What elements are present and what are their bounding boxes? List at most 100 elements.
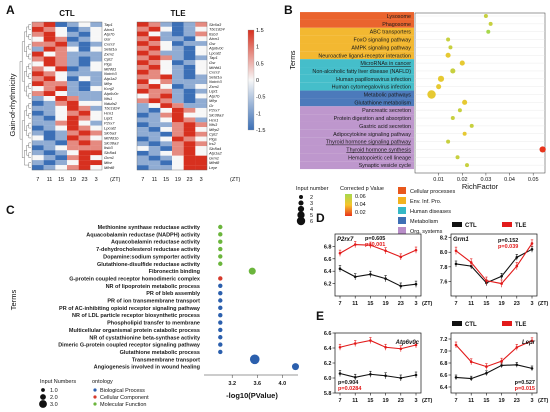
heatmap-cell <box>195 74 208 80</box>
kegg-category-legend: Cellular processes Env. Inf. Pro. Human di… <box>398 187 455 235</box>
line-point-ctl <box>338 267 342 271</box>
heatmap-gene-label: Slc8a4 <box>104 150 117 155</box>
heatmap-cell <box>43 26 56 32</box>
heatmap-cell <box>43 155 56 161</box>
line-chart-zt-unit: (ZT) <box>422 398 433 404</box>
go-point <box>218 224 223 230</box>
heatmap-cell <box>32 165 44 171</box>
heatmap-cell <box>148 31 161 37</box>
panel-letter-a: A <box>6 3 15 17</box>
heatmap-cell <box>183 131 196 137</box>
panel-letter-b: B <box>284 3 293 17</box>
line-point-ctl <box>399 376 403 380</box>
heatmap-cell <box>137 69 149 75</box>
kegg-point <box>450 116 455 121</box>
heatmap-cell <box>32 76 44 82</box>
heatmap-gene-label: Itsb3 <box>104 145 113 150</box>
line-chart-y-tick-label: 6.4 <box>324 269 333 275</box>
line-point-tle <box>399 255 403 259</box>
heatmap-gene-label: Tbc1d24 <box>104 106 120 111</box>
heatmap-cell <box>32 130 44 136</box>
heatmap-cell <box>137 64 149 70</box>
panel-b-kegg-enrichment: Terms Lysosome Phagosome ABC transporters F… <box>290 12 546 235</box>
line-point-ctl <box>454 376 458 379</box>
dendrogram-branch <box>28 162 31 168</box>
heatmap-time-label: 15 <box>163 177 169 183</box>
kegg-term-label: Lysosome <box>387 14 411 20</box>
heatmap-cell <box>172 146 184 152</box>
heatmap-cell <box>67 130 79 136</box>
kegg-term-label: Thyroid hormone synthesis <box>346 147 411 153</box>
line-chart-p-ctl: p=0.527 <box>515 380 535 386</box>
heatmap-cell <box>160 26 173 32</box>
heatmap-cell <box>148 112 161 118</box>
heatmap-gene-label: P2rx7 <box>209 108 220 113</box>
heatmap-cell <box>43 61 56 67</box>
heatmap-cell <box>78 66 91 72</box>
line-point-tle <box>399 347 403 351</box>
heatmap-cell <box>148 131 161 137</box>
kegg-size-legend-label: 3 <box>310 201 313 207</box>
heatmap-cell <box>32 110 44 116</box>
heatmap-gene-label: Kcnj2 <box>104 86 115 91</box>
kegg-category-label: Human diseases <box>410 209 451 215</box>
heatmap-cell <box>137 50 149 56</box>
heatmap-cell <box>32 96 44 102</box>
heatmap-cell <box>160 122 173 128</box>
kegg-point <box>462 131 467 136</box>
heatmap-cell <box>55 36 68 42</box>
heatmap-cell <box>90 155 103 161</box>
heatmap-gene-label: Slc6a3 <box>104 130 117 135</box>
heatmap-cell <box>55 150 68 156</box>
heatmap-gene-label: Irs2 <box>209 141 216 146</box>
heatmap-cell <box>195 36 208 42</box>
kegg-term-label: Human cytomegalovirus infection <box>332 85 411 91</box>
heatmap-cell <box>78 130 91 136</box>
heatmap-cell <box>67 96 79 102</box>
go-ontology-legend-title: ontology <box>92 379 113 385</box>
heatmap-cell <box>172 103 184 109</box>
heatmap-cell <box>55 56 68 62</box>
heatmap-cell <box>183 93 196 99</box>
go-points <box>218 224 299 371</box>
heatmap-cell <box>183 36 196 42</box>
heatmap-cell <box>172 64 184 70</box>
line-chart-zt-unit: (ZT) <box>422 301 433 307</box>
line-chart-y-tick-label: 7.0 <box>440 349 448 355</box>
heatmap-gene-label: Notch3 <box>209 79 222 84</box>
line-chart-y-tick-label: 6.6 <box>440 373 448 379</box>
line-point-ctl <box>469 377 473 380</box>
line-point-ctl <box>515 256 519 259</box>
heatmap-cell <box>55 91 68 97</box>
heatmap-cell <box>78 165 91 171</box>
heatmap-cell <box>67 165 79 171</box>
line-series-ctl <box>339 372 417 379</box>
line-chart-p-tle: p=0.001 <box>365 242 385 248</box>
heatmap-cell <box>160 98 173 104</box>
heatmap-cell <box>67 66 79 72</box>
heatmap-cell <box>195 22 208 27</box>
heatmap-cell <box>90 130 103 136</box>
heatmap-cell <box>137 107 149 113</box>
heatmap-cell <box>90 150 103 156</box>
kegg-point <box>465 163 469 168</box>
kegg-x-label: RichFactor <box>462 182 499 191</box>
heatmap-cell <box>172 93 184 99</box>
go-term-labels: Methionine synthase reductase activityAq… <box>58 225 201 371</box>
go-point <box>248 267 256 275</box>
heatmap-cell <box>195 150 208 156</box>
kegg-size-legend-label: 5 <box>310 213 313 219</box>
heatmap-cell <box>55 120 68 126</box>
heatmap-cell <box>67 120 79 126</box>
line-point-tle <box>530 339 534 343</box>
line-chart-y-tick-label: 6.6 <box>324 257 332 263</box>
heatmap-cell <box>67 110 79 116</box>
heatmap-cell <box>195 84 208 89</box>
heatmap-gene-label: Atp7b <box>103 32 115 37</box>
go-term-label: Aquacobalamin reductase (NADPH) activity <box>86 232 201 238</box>
heatmap-cell <box>43 130 56 136</box>
go-size-legend-dot <box>41 388 45 392</box>
heatmap-cell <box>160 79 173 85</box>
heatmap-cell <box>78 31 91 37</box>
line-chart-x-tick-label: 7 <box>454 398 457 404</box>
